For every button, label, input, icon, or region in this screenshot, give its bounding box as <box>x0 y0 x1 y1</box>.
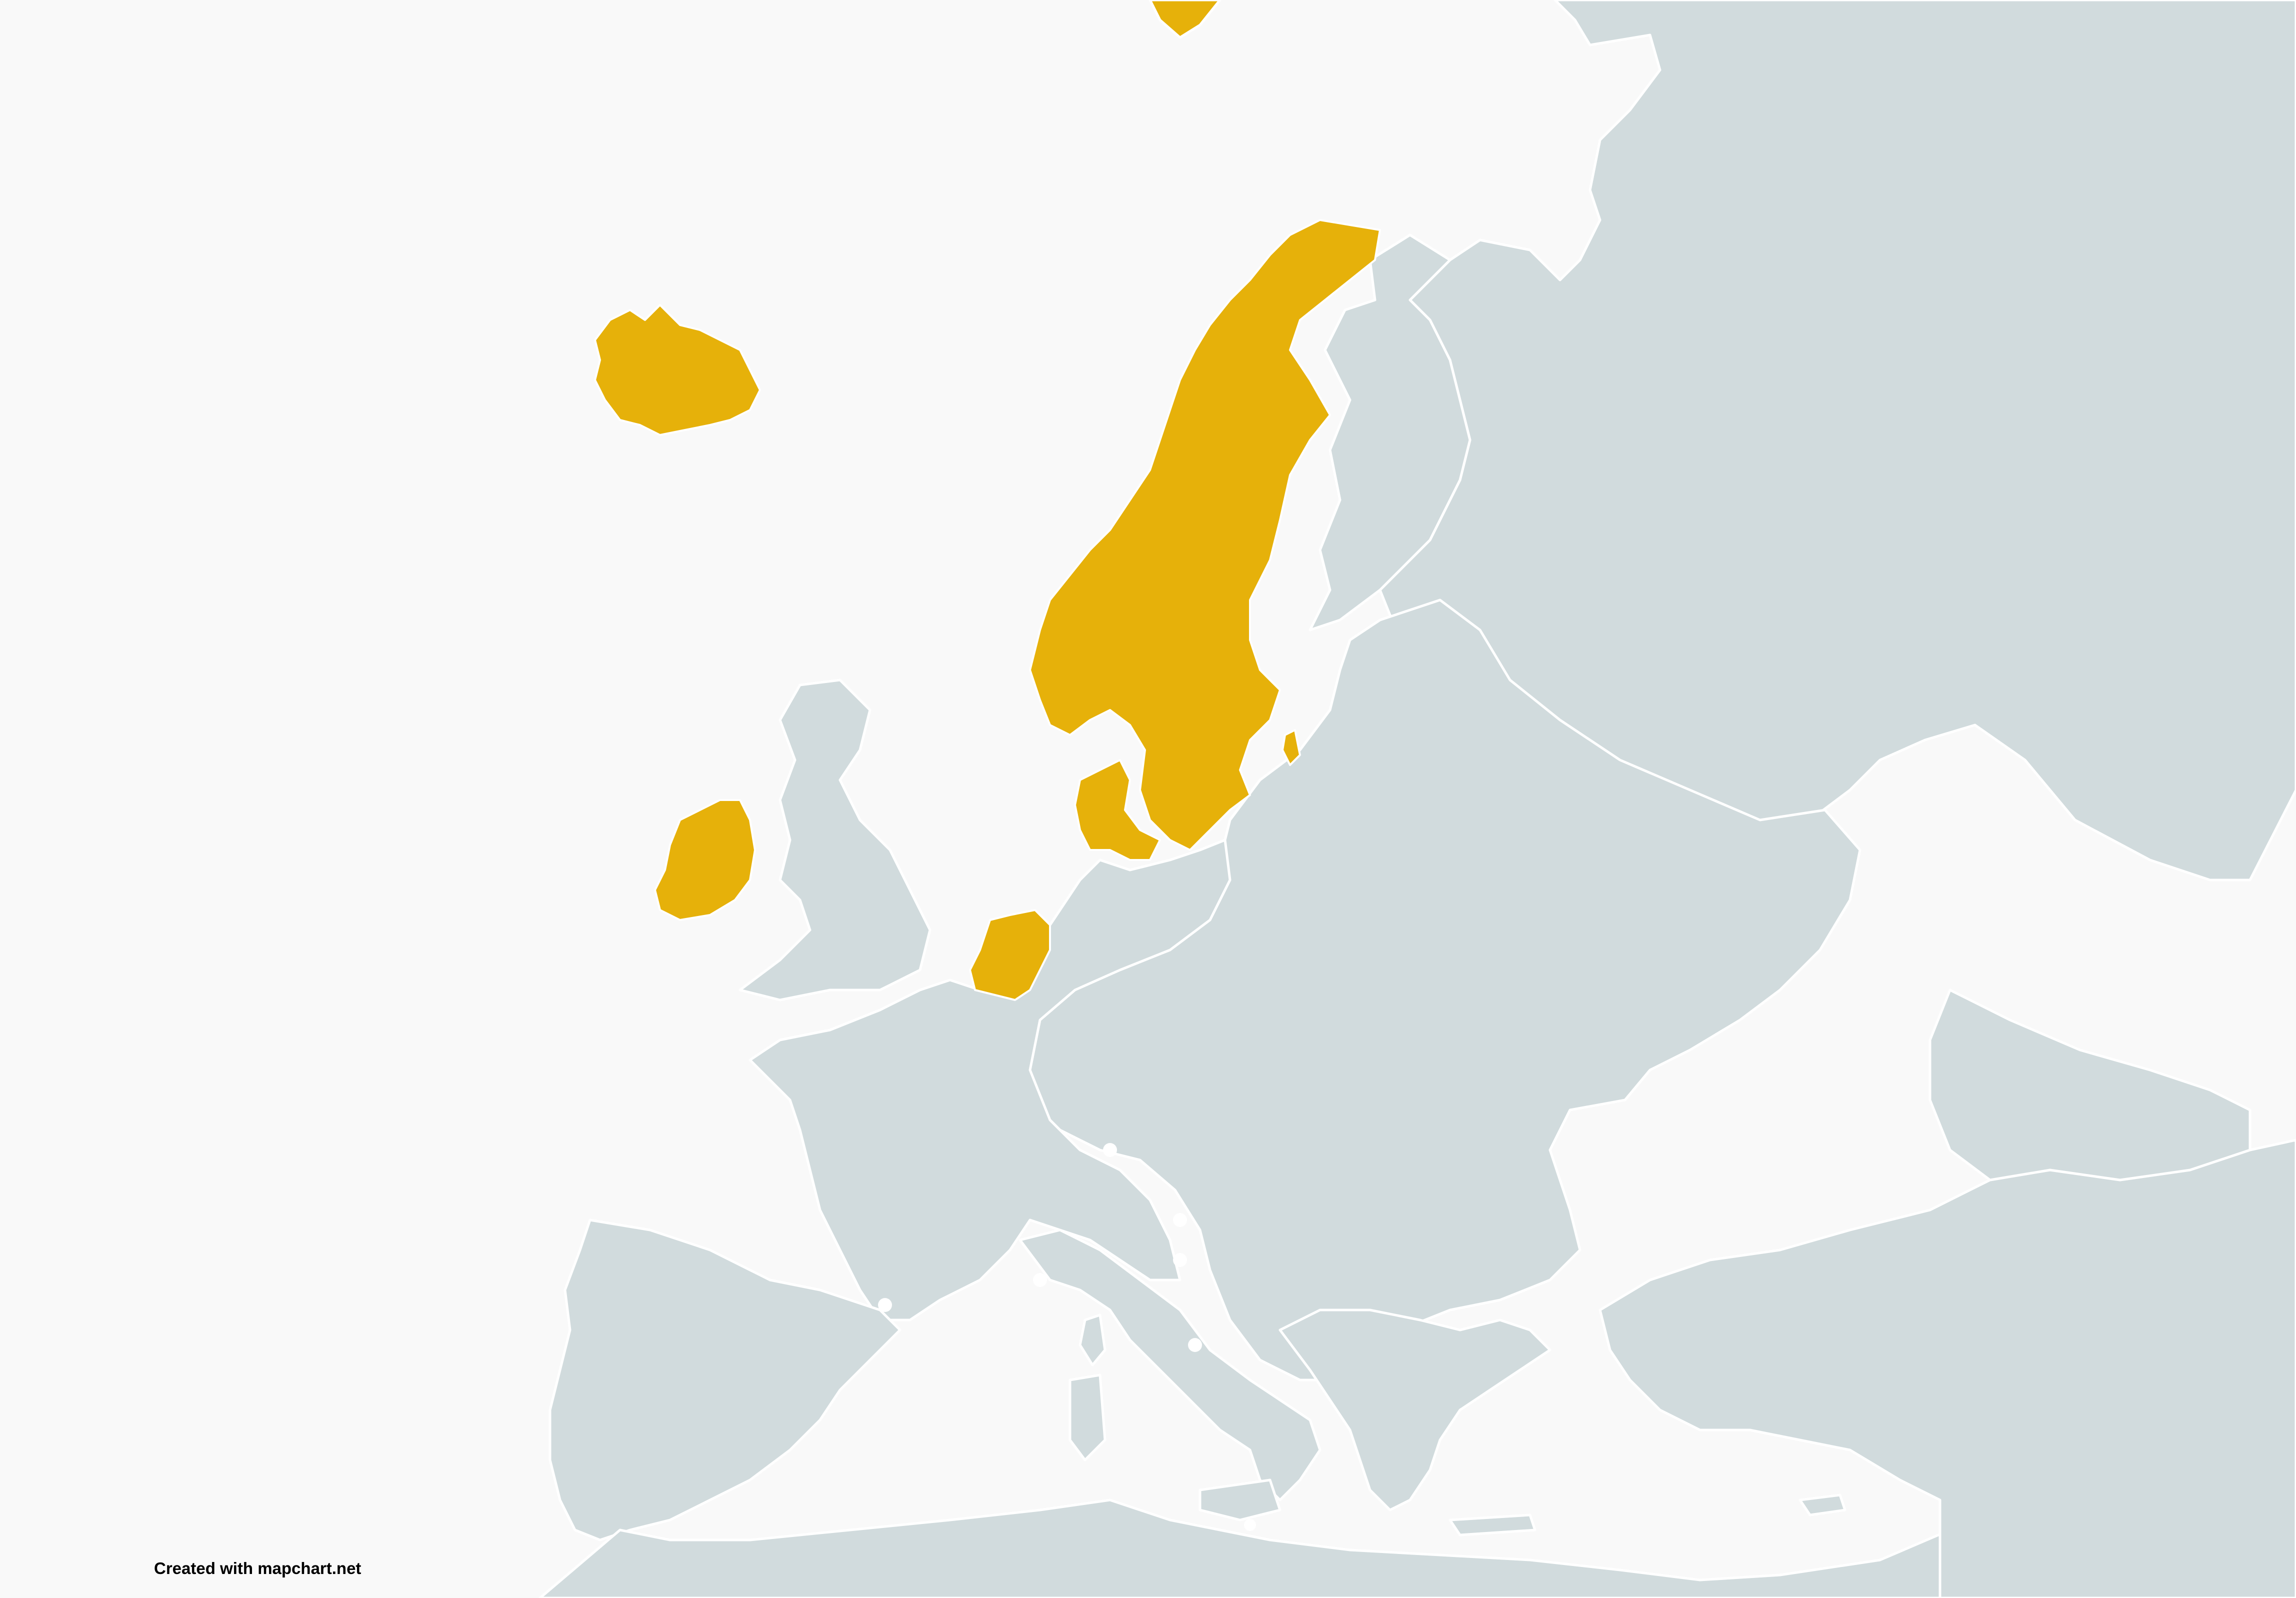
region-balkans[interactable] <box>1278 1308 1552 1512</box>
region-corsica[interactable] <box>1078 1314 1106 1366</box>
marker-circle <box>1188 1338 1202 1352</box>
region-finland[interactable] <box>1308 234 1472 632</box>
country-iceland[interactable] <box>594 304 761 436</box>
region-italy[interactable] <box>1018 1228 1322 1502</box>
marker-circle <box>1173 1213 1187 1227</box>
country-ireland[interactable] <box>654 799 756 921</box>
region-cyprus[interactable] <box>1798 1494 1846 1516</box>
marker-circle <box>878 1298 892 1312</box>
country-denmark[interactable] <box>1074 759 1161 861</box>
country-sweden-gotland[interactable] <box>1282 729 1301 766</box>
region-caucasus[interactable] <box>1928 988 2252 1182</box>
credit-text: Created with mapchart.net <box>154 1559 362 1578</box>
country-norway-sweden[interactable] <box>1029 219 1381 851</box>
region-west-central-europe[interactable] <box>748 838 1232 1322</box>
region-great-britain[interactable] <box>738 678 932 1002</box>
marker-circle <box>1103 1143 1117 1157</box>
region-sardinia[interactable] <box>1068 1374 1106 1462</box>
marker-circle <box>1033 1273 1047 1287</box>
region-sicily[interactable] <box>1198 1478 1282 1522</box>
region-turkey-middle-east[interactable] <box>1598 1138 2296 1598</box>
region-greenland-tip <box>1148 0 1222 39</box>
marker-circle <box>1173 1253 1187 1267</box>
region-north-africa[interactable] <box>538 1498 1952 1598</box>
country-netherlands[interactable] <box>969 909 1051 1001</box>
region-crete[interactable] <box>1448 1514 1536 1536</box>
marker-circle <box>1244 1519 1256 1531</box>
region-iberia[interactable] <box>548 1218 902 1542</box>
